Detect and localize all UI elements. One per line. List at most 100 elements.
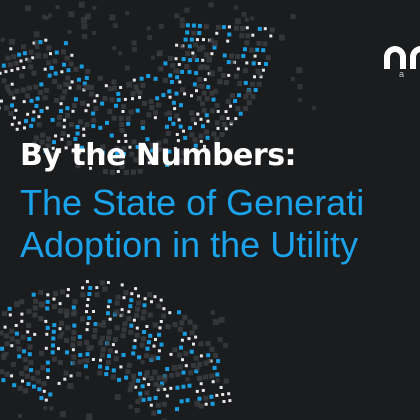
pixel-dot (230, 59, 235, 64)
pixel-dot (49, 152, 55, 158)
pixel-dot (251, 61, 256, 66)
pixel-dot (85, 375, 89, 380)
pixel-dot (102, 169, 108, 174)
pixel-dot (82, 81, 87, 86)
pixel-dot (209, 346, 215, 352)
pixel-dot (228, 399, 232, 403)
pixel-dot (152, 344, 156, 348)
pixel-dot (35, 52, 42, 59)
pixel-dot (99, 358, 102, 362)
pixel-dot (132, 46, 137, 52)
pixel-dot (157, 409, 162, 414)
pixel-dot (12, 383, 17, 388)
pixel-dot (112, 157, 118, 163)
pixel-dot (172, 347, 178, 353)
pixel-dot (167, 89, 172, 94)
pixel-dot (138, 391, 143, 396)
pixel-dot (65, 350, 69, 355)
pixel-dot (43, 87, 49, 93)
pixel-dot (40, 132, 46, 138)
pixel-dot (237, 93, 241, 98)
pixel-dot (221, 393, 225, 396)
pixel-dot (54, 97, 59, 103)
pixel-dot (10, 344, 14, 348)
pixel-dot (111, 115, 117, 121)
pixel-dot (1, 378, 6, 383)
pixel-dot (156, 303, 162, 309)
pixel-dot (140, 336, 146, 342)
pixel-dot (159, 320, 163, 323)
pixel-dot (163, 387, 167, 391)
pixel-dot (177, 118, 181, 122)
pixel-dot (179, 44, 184, 49)
pixel-dot (193, 143, 198, 148)
pixel-dot (31, 70, 37, 76)
pixel-dot (191, 30, 197, 36)
pixel-dot (257, 26, 262, 31)
pixel-dot (168, 95, 172, 99)
pixel-dot (222, 53, 227, 58)
pixel-dot (43, 67, 47, 71)
pixel-dot (123, 97, 127, 101)
pixel-dot (263, 27, 267, 31)
pixel-dot (269, 34, 273, 38)
pixel-dot (73, 66, 79, 72)
pixel-dot (57, 381, 61, 385)
pixel-dot (106, 311, 110, 316)
pixel-dot (203, 360, 209, 366)
pixel-dot (190, 117, 196, 122)
pixel-dot (187, 337, 191, 341)
pixel-dot (226, 39, 230, 43)
pixel-dot (95, 286, 99, 290)
pixel-dot (86, 298, 90, 301)
pixel-dot (150, 55, 155, 60)
pixel-dot (88, 91, 94, 97)
pixel-dot (206, 353, 211, 358)
pixel-dot (236, 67, 240, 71)
pixel-dot (131, 139, 137, 145)
pixel-dot (31, 56, 35, 60)
pixel-dot (51, 356, 57, 362)
pixel-dot (261, 68, 265, 72)
pixel-dot (20, 334, 26, 340)
pixel-dot (135, 145, 140, 149)
pixel-dot (212, 352, 218, 358)
pixel-dot (85, 310, 88, 314)
pixel-dot (171, 121, 176, 126)
pixel-dot (135, 399, 141, 404)
pixel-dot (22, 100, 26, 104)
pixel-dot (244, 40, 250, 46)
pixel-dot (131, 378, 136, 383)
pixel-dot (149, 403, 153, 407)
pixel-dot (196, 84, 200, 88)
pixel-dot (128, 404, 133, 409)
pixel-dot (187, 44, 192, 49)
pixel-dot (76, 371, 82, 377)
pixel-dot (312, 106, 316, 110)
pixel-dot (24, 119, 28, 124)
pixel-dot (182, 129, 185, 133)
pixel-dot (44, 38, 48, 42)
pixel-dot (165, 130, 171, 136)
pixel-dot (111, 79, 117, 85)
pixel-dot (143, 150, 149, 155)
pixel-dot (107, 348, 113, 354)
pixel-dot (134, 312, 139, 318)
pixel-dot (145, 346, 150, 351)
pixel-dot (203, 78, 207, 82)
pixel-dot (244, 17, 249, 22)
pixel-dot (2, 311, 8, 317)
pixel-dot (97, 370, 103, 376)
pixel-dot (246, 100, 252, 106)
pixel-dot (176, 352, 182, 358)
pixel-dot (50, 117, 55, 122)
pixel-dot (181, 384, 186, 389)
pixel-dot (137, 168, 143, 174)
pixel-dot (201, 388, 205, 392)
pixel-dot (176, 139, 180, 143)
pixel-dot (19, 371, 25, 376)
pixel-dot (66, 288, 70, 291)
pixel-dot (120, 333, 126, 339)
pixel-dot (210, 310, 215, 315)
pixel-dot (118, 116, 124, 121)
